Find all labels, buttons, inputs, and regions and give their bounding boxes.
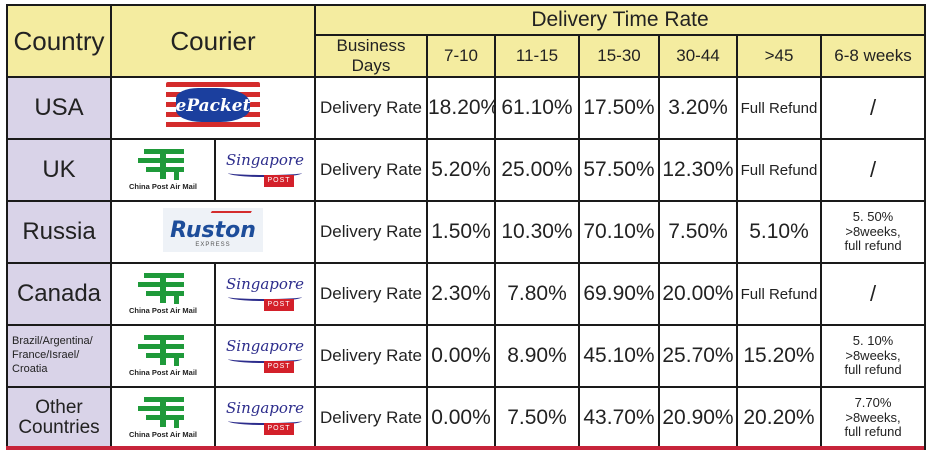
country-usa: USA (6, 76, 112, 140)
bottom-rule (6, 446, 924, 450)
col-header-over-45: >45 (736, 34, 822, 78)
rate-value: 7.80% (494, 262, 580, 326)
china-post-icon (138, 272, 184, 304)
refund-value: Full Refund (736, 138, 822, 202)
rate-value: 17.50% (578, 76, 660, 140)
rate-value: 45.10% (578, 324, 660, 388)
col-header-7-10: 7-10 (426, 34, 496, 78)
singapore-post-logo: Singapore POST (224, 271, 306, 313)
business-days-header: Business Days (314, 34, 428, 78)
country-uk: UK (6, 138, 112, 202)
rate-value: 12.30% (658, 138, 738, 202)
courier-logo-cell: Ruston EXPRESS (110, 200, 316, 264)
rate-value: 69.90% (578, 262, 660, 326)
courier-logo-cell: ePacket (110, 76, 316, 140)
rate-value: 3.20% (658, 76, 738, 140)
rate-label: Delivery Rate (314, 200, 428, 264)
china-post-logo: China Post Air Mail (118, 271, 208, 315)
rate-value: 43.70% (578, 386, 660, 450)
slash-value: / (819, 138, 927, 202)
country-brazil-group: Brazil/Argentina/ France/Israel/ Croatia (6, 324, 112, 388)
rate-label: Delivery Rate (314, 76, 428, 140)
late-delivery-note: 5. 10% >8weeks, full refund (819, 324, 927, 388)
rate-value: 7.50% (494, 386, 580, 450)
header-row-sub: Business Days 7-10 11-15 15-30 30-44 >45… (7, 34, 927, 78)
china-post-icon (138, 334, 184, 366)
rate-value: 20.90% (658, 386, 738, 450)
rate-value: 25.70% (658, 324, 738, 388)
rate-value: 57.50% (578, 138, 660, 202)
country-canada: Canada (6, 262, 112, 326)
country-other: Other Countries (6, 386, 112, 450)
table-row: Canada China Post Air Mail Singapore POST… (6, 262, 927, 326)
singapore-post-logo-cell: Singapore POST (214, 262, 316, 326)
delivery-rate-table: Country Courier Delivery Time Rate Busin… (6, 4, 927, 450)
china-post-icon (138, 148, 184, 180)
singapore-post-logo-cell: Singapore POST (214, 324, 316, 388)
country-russia: Russia (6, 200, 112, 264)
ruston-logo: Ruston EXPRESS (163, 207, 263, 252)
singapore-post-logo: Singapore POST (224, 395, 306, 437)
col-header-15-30: 15-30 (578, 34, 660, 78)
china-post-logo-cell: China Post Air Mail (110, 386, 216, 450)
refund-value: Full Refund (736, 76, 822, 140)
singapore-post-logo: Singapore POST (224, 333, 306, 375)
rate-value: 61.10% (494, 76, 580, 140)
china-post-icon (138, 396, 184, 428)
rate-value: 25.00% (494, 138, 580, 202)
rate-label: Delivery Rate (314, 386, 428, 450)
late-delivery-note: 7.70% >8weeks, full refund (819, 386, 927, 450)
slash-value: / (819, 76, 927, 140)
rate-value: 15.20% (736, 324, 822, 388)
rate-value: 1.50% (426, 200, 496, 264)
table-row: Other Countries China Post Air Mail Sing… (6, 386, 927, 450)
table-row: Russia Ruston EXPRESS Delivery Rate 1.50%… (6, 200, 927, 264)
china-post-logo: China Post Air Mail (118, 395, 208, 439)
rate-label: Delivery Rate (314, 262, 428, 326)
col-header-11-15: 11-15 (494, 34, 580, 78)
col-header-30-44: 30-44 (658, 34, 738, 78)
table-row: UK China Post Air Mail Singapore POST Del… (6, 138, 927, 202)
rate-value: 8.90% (494, 324, 580, 388)
rate-value: 0.00% (426, 386, 496, 450)
rate-value: 20.00% (658, 262, 738, 326)
country-header: Country (6, 4, 112, 78)
rate-value: 5.10% (736, 200, 822, 264)
rate-value: 10.30% (494, 200, 580, 264)
rate-value: 0.00% (426, 324, 496, 388)
header-row-top: Country Courier Delivery Time Rate (6, 4, 927, 78)
china-post-logo-cell: China Post Air Mail (110, 262, 216, 326)
rate-value: 18.20% (426, 76, 496, 140)
china-post-logo-cell: China Post Air Mail (110, 138, 216, 202)
table-row: Brazil/Argentina/ France/Israel/ Croatia… (6, 324, 927, 388)
singapore-post-logo: Singapore POST (224, 147, 306, 189)
refund-value: Full Refund (736, 262, 822, 326)
epacket-logo: ePacket (166, 81, 260, 130)
rate-value: 5.20% (426, 138, 496, 202)
rate-value: 2.30% (426, 262, 496, 326)
rate-value: 70.10% (578, 200, 660, 264)
singapore-post-logo-cell: Singapore POST (214, 386, 316, 450)
rate-value: 7.50% (658, 200, 738, 264)
slash-value: / (819, 262, 927, 326)
table-row: USA ePacket Delivery Rate 18.20% 61.10% … (6, 76, 927, 140)
rate-label: Delivery Rate (314, 138, 428, 202)
rate-label: Delivery Rate (314, 324, 428, 388)
china-post-logo: China Post Air Mail (118, 147, 208, 191)
singapore-post-logo-cell: Singapore POST (214, 138, 316, 202)
china-post-logo-cell: China Post Air Mail (110, 324, 216, 388)
late-delivery-note: 5. 50% >8weeks, full refund (819, 200, 927, 264)
rate-value: 20.20% (736, 386, 822, 450)
china-post-logo: China Post Air Mail (118, 333, 208, 377)
courier-header: Courier (110, 4, 316, 78)
table-title: Delivery Time Rate (313, 4, 927, 36)
col-header-6-8-weeks: 6-8 weeks (819, 34, 927, 78)
